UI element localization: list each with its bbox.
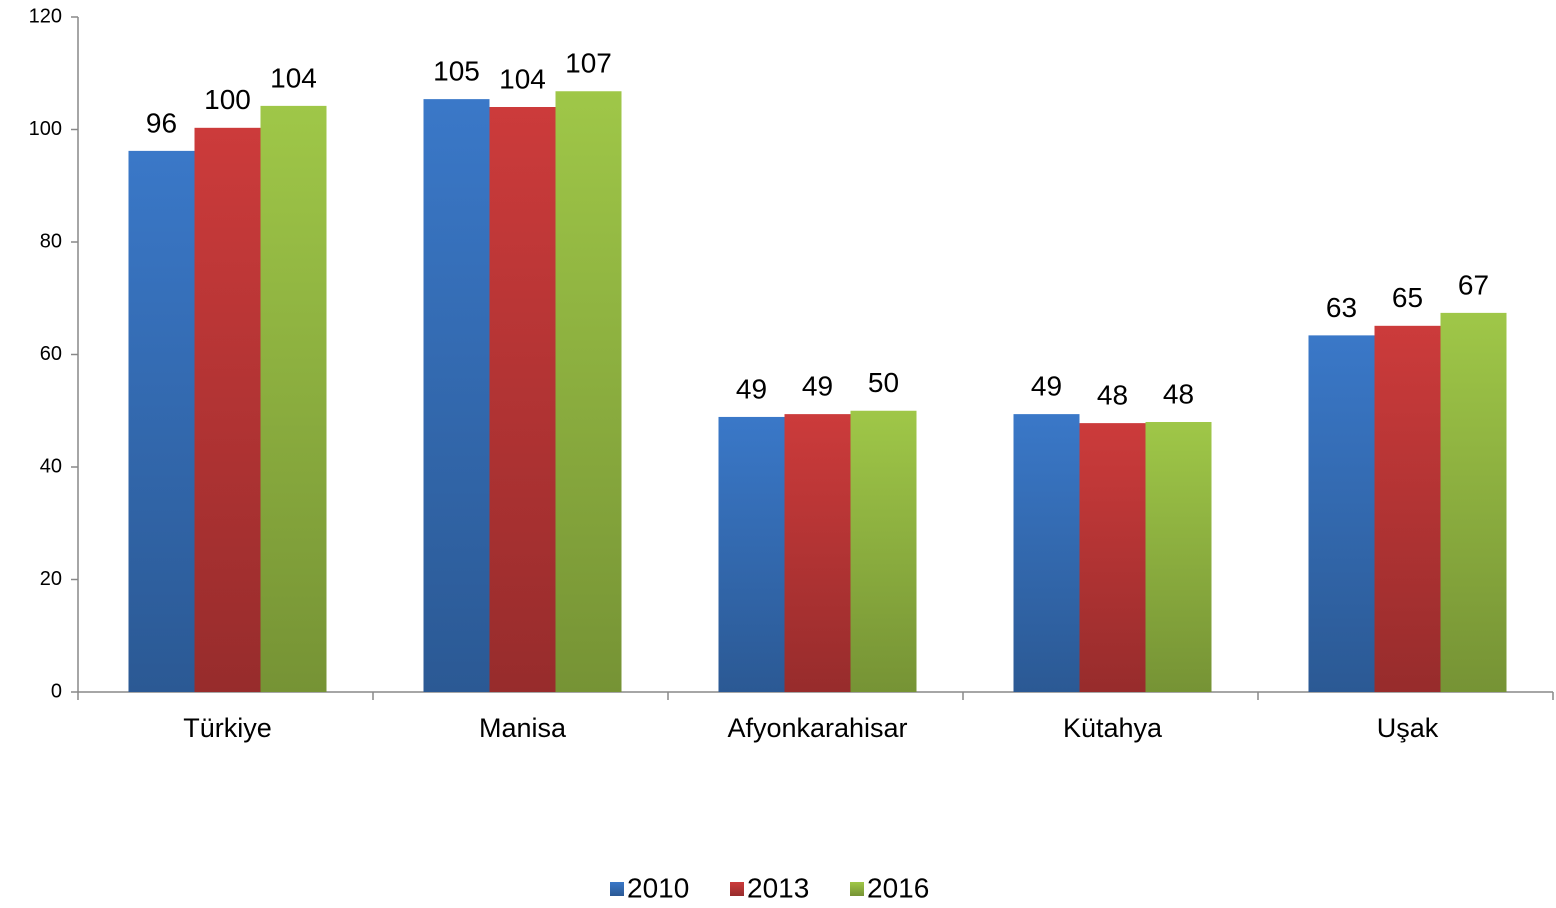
bar bbox=[1374, 325, 1441, 692]
value-label: 96 bbox=[146, 107, 177, 138]
legend-label: 2013 bbox=[747, 872, 809, 903]
x-tick-label: Afyonkarahisar bbox=[727, 713, 907, 743]
value-label: 107 bbox=[565, 48, 612, 79]
legend-swatch bbox=[850, 882, 864, 896]
bar bbox=[1308, 335, 1375, 692]
bar bbox=[1079, 423, 1146, 692]
value-label: 105 bbox=[433, 56, 480, 87]
legend-swatch bbox=[610, 882, 624, 896]
value-label: 100 bbox=[204, 84, 251, 115]
y-tick-label: 60 bbox=[40, 343, 62, 365]
legend-label: 2010 bbox=[627, 872, 689, 903]
y-tick-label: 40 bbox=[40, 455, 62, 477]
bar bbox=[128, 150, 195, 692]
x-tick-label: Manisa bbox=[479, 713, 567, 743]
value-label: 104 bbox=[270, 62, 317, 93]
y-tick-label: 80 bbox=[40, 230, 62, 252]
value-label: 63 bbox=[1326, 292, 1357, 323]
bar bbox=[1013, 414, 1080, 692]
y-tick-label: 20 bbox=[40, 568, 62, 590]
value-label: 67 bbox=[1458, 269, 1489, 300]
value-label: 48 bbox=[1097, 380, 1128, 411]
bar bbox=[784, 414, 851, 692]
bar bbox=[718, 416, 785, 692]
legend-swatch bbox=[730, 882, 744, 896]
bar bbox=[1145, 422, 1212, 692]
bar bbox=[1440, 312, 1507, 692]
value-label: 49 bbox=[736, 373, 767, 404]
y-tick-label: 100 bbox=[29, 118, 62, 140]
bar bbox=[850, 410, 917, 692]
value-label: 49 bbox=[1031, 371, 1062, 402]
bar bbox=[555, 91, 622, 692]
value-label: 48 bbox=[1163, 378, 1194, 409]
value-label: 49 bbox=[802, 371, 833, 402]
value-label: 104 bbox=[499, 63, 546, 94]
value-label: 50 bbox=[868, 367, 899, 398]
y-tick-label: 0 bbox=[51, 680, 62, 702]
x-tick-label: Uşak bbox=[1377, 713, 1439, 743]
bar bbox=[194, 127, 261, 692]
x-tick-label: Kütahya bbox=[1063, 713, 1163, 743]
bar bbox=[260, 105, 327, 692]
x-tick-label: Türkiye bbox=[183, 713, 272, 743]
value-label: 65 bbox=[1392, 282, 1423, 313]
bar bbox=[489, 107, 556, 692]
y-tick-label: 120 bbox=[29, 5, 62, 27]
legend-label: 2016 bbox=[867, 872, 929, 903]
bar bbox=[423, 99, 490, 692]
